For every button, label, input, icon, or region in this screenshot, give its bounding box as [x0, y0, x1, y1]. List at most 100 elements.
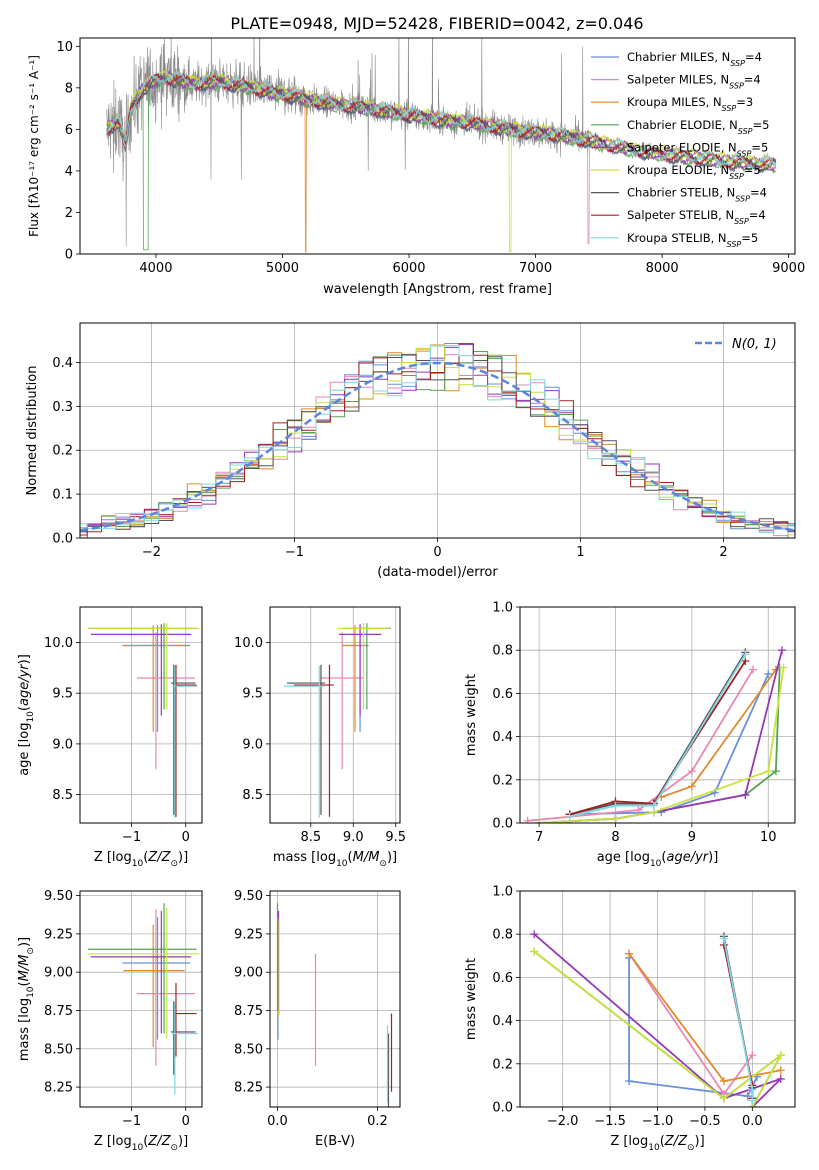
x-tick-label: 7000	[519, 261, 552, 276]
x-tick-label: −1.0	[642, 1114, 674, 1129]
y-axis-label: Normed distribution	[25, 366, 40, 496]
y-tick-label: 0.4	[52, 356, 73, 371]
axes-frame	[519, 890, 796, 1108]
y-tick-label: 0	[65, 248, 73, 263]
residual-histogram-chabrier_stelib	[80, 353, 795, 532]
figure-title: PLATE=0948, MJD=52428, FIBERID=0042, z=0…	[230, 14, 643, 33]
y-tick-label: 4	[65, 164, 73, 179]
weight-line-kroupa_elodie	[533, 950, 782, 1107]
x-tick-label: 9000	[772, 261, 805, 276]
axes-frame	[79, 37, 796, 255]
weight-marker-kroupa_elodie	[779, 663, 788, 672]
y-tick-label: 8.25	[234, 1081, 263, 1096]
weight-marker-kroupa_elodie	[764, 767, 773, 776]
weight-marker-salpeter_elodie	[778, 646, 787, 655]
weight-marker-salpeter_miles	[748, 1051, 757, 1060]
weight-line-salpeter_miles	[527, 669, 754, 822]
x-tick-label: −1.5	[594, 1114, 626, 1129]
y-tick-label: 10.0	[234, 636, 263, 651]
plot-area	[80, 343, 795, 538]
x-tick-label: 9.5	[385, 830, 406, 845]
residual-histogram-chabrier_elodie	[80, 351, 795, 538]
x-tick-label: −1	[285, 545, 304, 560]
panel-weight-vs-age: 7 8 9 10 0.0 0.2 0.4 0.6 0.8 1.0 age [log10(age/yr…	[464, 601, 796, 869]
model-spectrum-kroupa_stelib	[106, 70, 776, 171]
panel-age-vs-z: −1 0 8.5 9.0 9.5 10.0 Z [log10(Z/Z⊙)] age [log1…	[17, 606, 203, 869]
panel-weight-vs-z: −2.0 −1.5 −1.0 −0.5 0.0 0.0 0.2 0.4 0.6 0.8 1.0 Z […	[464, 885, 796, 1153]
weight-line-chabrier_miles	[569, 673, 770, 816]
x-tick-label: 2	[719, 545, 727, 560]
y-tick-label: 0.3	[52, 400, 73, 415]
weight-marker-kroupa_stelib	[719, 934, 728, 943]
panel-mass-vs-z: −1 0 8.25 8.50 8.75 9.00 9.25 9.50 Z [log10(Z/Z⊙…	[17, 889, 203, 1153]
y-tick-label: 0.2	[52, 444, 73, 459]
y-tick-label: 9.5	[242, 687, 263, 702]
y-tick-label: 1.0	[492, 601, 513, 616]
y-tick-label: 9.25	[44, 927, 73, 942]
y-axis-label: Flux [fλ10⁻¹⁷ erg cm⁻² s⁻¹ A⁻¹]	[27, 55, 41, 237]
axes-frame	[519, 606, 796, 824]
spectrum-legend: Chabrier MILES, NSSP=4 Salpeter MILES, NS…	[591, 50, 769, 248]
x-tick-label: 6000	[392, 261, 425, 276]
x-axis-label: Z [log10(Z/Z⊙)]	[94, 1134, 188, 1153]
legend-label-salpeter_elodie: Salpeter ELODIE, NSSP=5	[627, 140, 768, 158]
weight-marker-kroupa_stelib	[611, 801, 620, 810]
y-tick-label: 9.0	[242, 737, 263, 752]
y-tick-label: 0.4	[492, 730, 513, 745]
y-tick-label: 8.75	[44, 1004, 73, 1019]
weight-marker-kroupa_elodie	[535, 819, 544, 823]
weight-marker-salpeter_miles	[687, 767, 696, 776]
weight-marker-chabrier_miles	[764, 669, 773, 678]
y-tick-label: 8.5	[242, 788, 263, 803]
model-spectrum-chabrier_stelib	[106, 72, 777, 173]
weight-marker-salpeter_elodie	[776, 1074, 785, 1083]
y-tick-label: 10.0	[44, 636, 73, 651]
y-axis-label: mass [log10(M/M⊙)]	[17, 937, 36, 1061]
y-tick-label: 2	[65, 206, 73, 221]
x-tick-label: 0.0	[742, 1114, 763, 1129]
weight-marker-salpeter_miles	[748, 665, 757, 674]
x-tick-label: 8	[611, 830, 619, 845]
y-tick-label: 8.5	[52, 788, 73, 803]
weight-marker-kroupa_elodie	[530, 947, 539, 956]
weight-marker-salpeter_miles	[634, 806, 643, 815]
y-tick-label: 8.25	[44, 1081, 73, 1096]
y-tick-label: 0.0	[52, 532, 73, 547]
y-tick-label: 0.0	[492, 1101, 513, 1116]
legend-label-salpeter_stelib: Salpeter STELIB, NSSP=4	[627, 208, 766, 226]
x-tick-label: 9	[688, 830, 696, 845]
y-tick-label: 9.50	[234, 889, 263, 904]
y-tick-label: 9.00	[234, 966, 263, 981]
y-tick-label: 10	[56, 40, 73, 55]
legend-label-kroupa_elodie: Kroupa ELODIE, NSSP=5	[627, 163, 761, 181]
panel-age-vs-mass: 8.5 9.0 9.5 8.5 9.0 9.5 10.0 mass [log10(M/M⊙)]	[234, 606, 406, 869]
x-tick-label: 10	[760, 830, 777, 845]
weight-marker-chabrier_miles	[625, 1077, 634, 1086]
weight-marker-kroupa_stelib	[565, 812, 574, 821]
x-tick-label: −0.5	[689, 1114, 721, 1129]
axes-frame	[269, 890, 401, 1108]
y-tick-label: 9.00	[44, 966, 73, 981]
y-tick-label: 0.4	[492, 1014, 513, 1029]
plot-area	[88, 903, 200, 1095]
legend-label-kroupa_stelib: Kroupa STELIB, NSSP=5	[627, 231, 758, 249]
x-tick-label: 1	[576, 545, 584, 560]
x-axis-label: Z [log10(Z/Z⊙)]	[610, 1134, 704, 1153]
x-axis-label: (data-model)/error	[377, 565, 498, 580]
x-tick-label: 5000	[266, 261, 299, 276]
x-tick-label: 8.5	[300, 830, 321, 845]
residual-histogram-salpeter_stelib	[80, 343, 795, 536]
plot-area	[523, 646, 788, 823]
weight-marker-salpeter_miles	[523, 816, 532, 823]
weight-marker-kroupa_stelib	[748, 1096, 757, 1105]
y-tick-label: 8	[65, 81, 73, 96]
weight-marker-chabrier_elodie	[771, 767, 780, 776]
weight-line-chabrier_stelib	[569, 651, 747, 816]
y-tick-label: 9.50	[44, 889, 73, 904]
weight-marker-kroupa_stelib	[649, 801, 658, 810]
legend-label-salpeter_miles: Salpeter MILES, NSSP=4	[627, 73, 761, 91]
normal-curve	[80, 361, 795, 532]
x-tick-label: 0.0	[267, 1114, 288, 1129]
panel-residuals: −2 −1 0 1 2 0.0 0.1 0.2 0.3 0.4 (data-model)/error…	[25, 322, 796, 580]
